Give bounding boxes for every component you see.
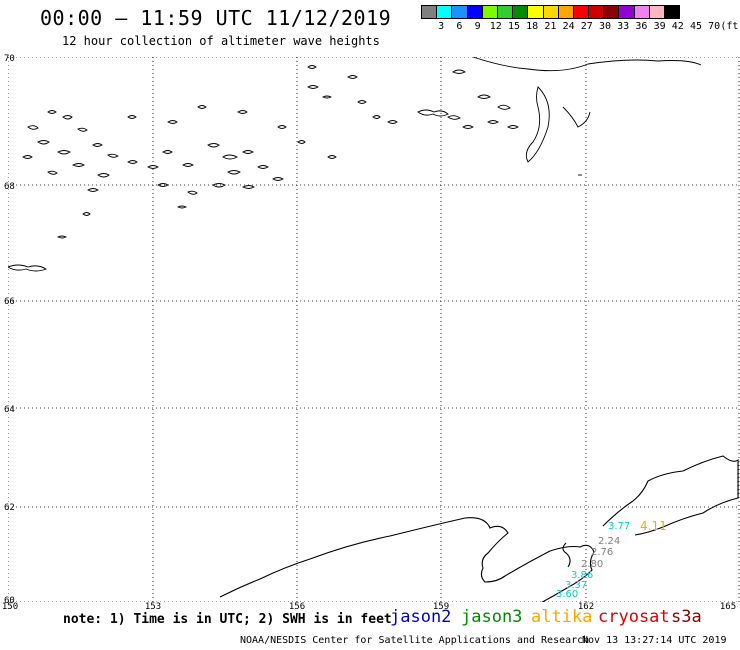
- longitude-label: 165: [719, 602, 737, 612]
- scale-label: 36: [635, 21, 648, 32]
- scale-swatch: [618, 5, 635, 19]
- satellite-altika: altika: [531, 607, 593, 627]
- observation-labels: 4.11 3.77 2.242.762.803.863.373.60: [556, 519, 667, 600]
- scale-label: 9: [474, 21, 481, 32]
- scale-swatch: [557, 5, 574, 19]
- scale-swatch: [466, 5, 483, 19]
- scale-swatch: [648, 5, 665, 19]
- scale-swatch: [451, 5, 468, 19]
- scale-label: 70: [708, 21, 721, 32]
- scale-label: 27: [580, 21, 593, 32]
- longitude-label: 150: [1, 602, 19, 612]
- footer-org: NOAA/NESDIS Center for Satellite Applica…: [240, 635, 590, 646]
- wave-height-label: 3.77: [608, 521, 630, 532]
- scale-label: 45: [689, 21, 703, 32]
- latitude-label: 70: [4, 54, 15, 64]
- satellite-jason3: jason3: [461, 607, 523, 627]
- scale-swatch: [496, 5, 514, 19]
- scale-swatch: [572, 5, 590, 19]
- alaska-peninsula: [219, 455, 739, 602]
- scale-label: (ft): [720, 21, 740, 32]
- scale-swatch: [512, 5, 529, 19]
- page-subtitle: 12 hour collection of altimeter wave hei…: [62, 34, 380, 48]
- scale-label: 15: [507, 21, 521, 32]
- latitude-label: 60: [4, 596, 15, 606]
- longitude-label: 162: [577, 602, 595, 612]
- note-text: note: 1) Time is in UTC; 2) SWH is in fe…: [63, 612, 392, 627]
- scale-label: 39: [653, 21, 666, 32]
- scale-label: 18: [526, 21, 539, 32]
- wave-height-map: 4.11 3.77 2.242.762.803.863.373.60: [8, 57, 740, 602]
- scale-swatch: [421, 5, 438, 19]
- scale-swatch: [664, 5, 681, 19]
- page-title: 00:00 — 11:59 UTC 11/12/2019: [40, 6, 392, 30]
- latitude-label: 68: [4, 182, 15, 192]
- scale-label: 12: [489, 21, 502, 32]
- satellite-s3a: s3a: [671, 607, 702, 627]
- wave-height-label: 2.76: [591, 547, 613, 558]
- scale-label: 21: [544, 21, 557, 32]
- map-grid: [8, 57, 740, 602]
- scale-swatch: [633, 5, 650, 19]
- wave-height-label: 3.60: [556, 589, 578, 600]
- wave-height-label: 2.80: [581, 559, 603, 570]
- scale-label: 6: [456, 21, 463, 32]
- longitude-label: 153: [144, 602, 162, 612]
- scale-swatch: [481, 5, 498, 19]
- latitude-label: 64: [4, 405, 15, 415]
- color-scale: [421, 5, 681, 19]
- satellite-cryosat: cryosat: [598, 607, 670, 627]
- scale-label: 42: [671, 21, 684, 32]
- longitude-label: 159: [432, 602, 450, 612]
- wave-height-label: 3.37: [565, 580, 587, 591]
- scale-label: 33: [617, 21, 630, 32]
- scale-label: 30: [598, 21, 612, 32]
- wave-height-label: 3.86: [571, 570, 593, 581]
- latitude-label: 66: [4, 297, 15, 307]
- latitude-label: 62: [4, 503, 15, 513]
- scale-swatch: [588, 5, 605, 19]
- siberian-coast: [8, 57, 702, 272]
- satellite-jason2: jason2: [390, 607, 452, 627]
- footer-date: Nov 13 13:27:14 UTC 2019: [582, 635, 727, 646]
- scale-swatch: [603, 5, 620, 19]
- longitude-label: 156: [288, 602, 306, 612]
- scale-label: 3: [438, 21, 445, 32]
- scale-swatch: [436, 5, 453, 19]
- scale-swatch: [527, 5, 544, 19]
- scale-label: 24: [562, 21, 575, 32]
- scale-swatch: [542, 5, 559, 19]
- wave-height-label: 4.11: [640, 519, 667, 533]
- wave-height-label: 2.24: [598, 536, 620, 547]
